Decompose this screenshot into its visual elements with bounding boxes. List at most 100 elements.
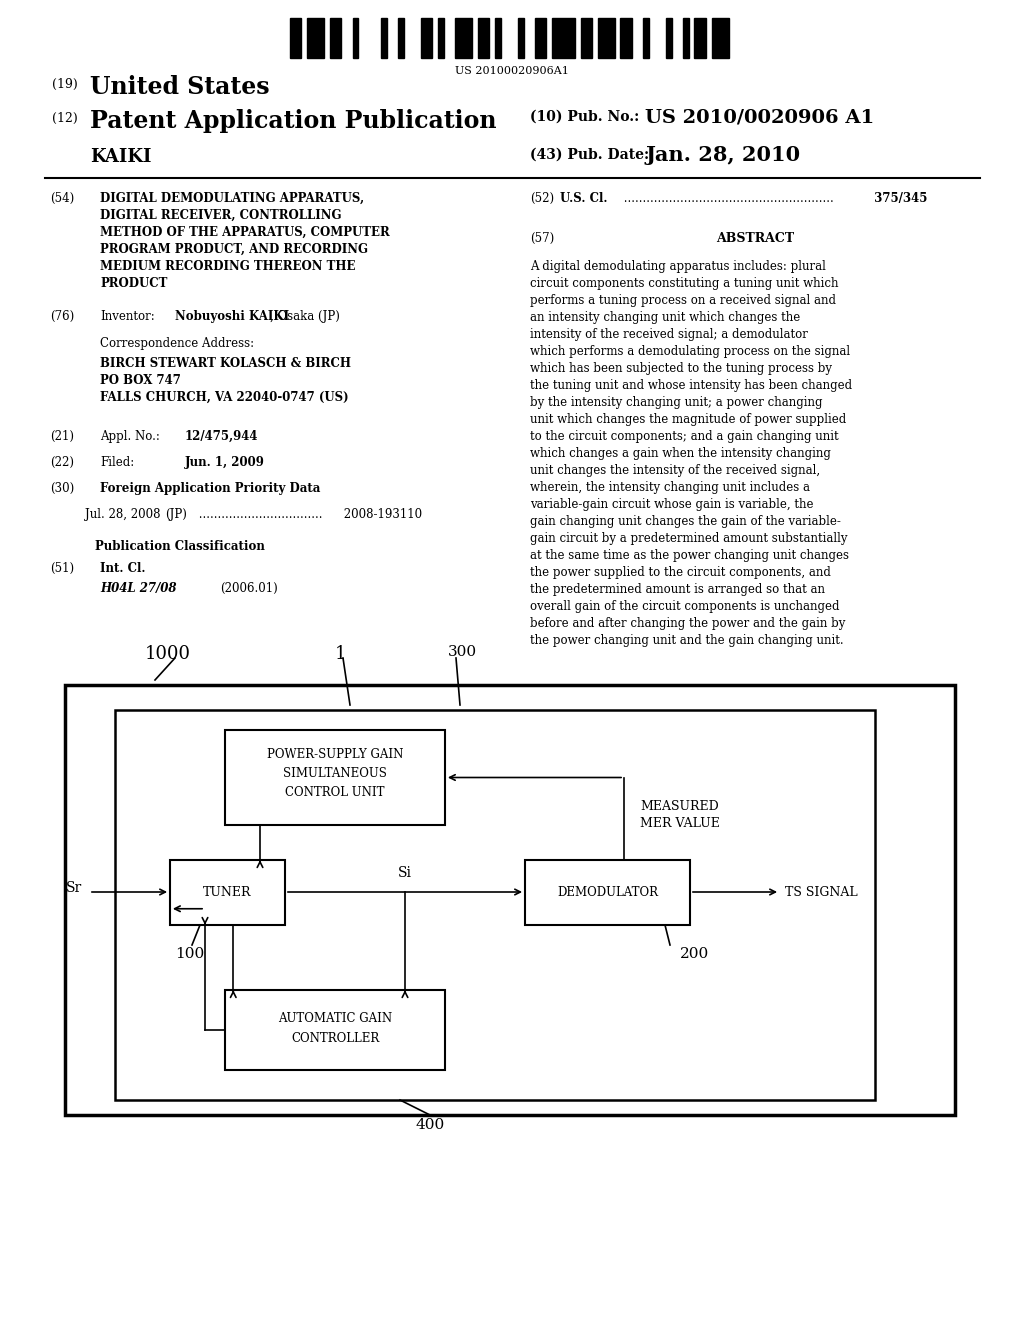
Bar <box>535 18 547 58</box>
Text: 12/475,944: 12/475,944 <box>185 430 258 444</box>
Text: Foreign Application Priority Data: Foreign Application Priority Data <box>100 482 321 495</box>
Bar <box>381 18 387 58</box>
Text: Correspondence Address:: Correspondence Address: <box>100 337 254 350</box>
Text: DIGITAL DEMODULATING APPARATUS,: DIGITAL DEMODULATING APPARATUS, <box>100 191 365 205</box>
Text: gain circuit by a predetermined amount substantially: gain circuit by a predetermined amount s… <box>530 532 848 545</box>
Text: (10) Pub. No.:: (10) Pub. No.: <box>530 110 639 124</box>
Text: KAIKI: KAIKI <box>90 148 152 166</box>
Text: the power changing unit and the gain changing unit.: the power changing unit and the gain cha… <box>530 634 844 647</box>
Text: 375/345: 375/345 <box>870 191 928 205</box>
Text: Sr: Sr <box>66 880 82 895</box>
Bar <box>307 18 325 58</box>
Bar <box>352 18 358 58</box>
Text: Int. Cl.: Int. Cl. <box>100 562 145 576</box>
Text: TS SIGNAL: TS SIGNAL <box>785 886 858 899</box>
Text: Patent Application Publication: Patent Application Publication <box>90 110 497 133</box>
Text: (57): (57) <box>530 232 554 246</box>
Bar <box>683 18 689 58</box>
Text: Jan. 28, 2010: Jan. 28, 2010 <box>645 145 800 165</box>
Bar <box>225 990 445 1071</box>
Bar <box>330 18 341 58</box>
Text: Appl. No.:: Appl. No.: <box>100 430 160 444</box>
Text: by the intensity changing unit; a power changing: by the intensity changing unit; a power … <box>530 396 822 409</box>
Text: AUTOMATIC GAIN: AUTOMATIC GAIN <box>278 1012 392 1026</box>
Bar <box>598 18 614 58</box>
Text: U.S. Cl.: U.S. Cl. <box>560 191 607 205</box>
Text: 200: 200 <box>680 946 710 961</box>
Text: (52): (52) <box>530 191 554 205</box>
Text: (54): (54) <box>50 191 75 205</box>
Text: (22): (22) <box>50 455 74 469</box>
Text: Publication Classification: Publication Classification <box>95 540 265 553</box>
Text: which changes a gain when the intensity changing: which changes a gain when the intensity … <box>530 447 830 459</box>
Text: 1000: 1000 <box>145 645 191 663</box>
Bar <box>225 730 445 825</box>
Bar <box>115 710 874 1100</box>
Text: PRODUCT: PRODUCT <box>100 277 167 290</box>
Bar <box>621 18 632 58</box>
Text: (19): (19) <box>52 78 78 91</box>
Text: DEMODULATOR: DEMODULATOR <box>557 886 658 899</box>
Text: (21): (21) <box>50 430 74 444</box>
Text: 2008-193110: 2008-193110 <box>340 508 422 521</box>
Text: ........................................................: ........................................… <box>620 191 834 205</box>
Bar <box>456 18 472 58</box>
Text: DIGITAL RECEIVER, CONTROLLING: DIGITAL RECEIVER, CONTROLLING <box>100 209 341 222</box>
Text: 1: 1 <box>335 645 346 663</box>
Text: US 20100020906A1: US 20100020906A1 <box>455 66 569 77</box>
Bar <box>525 861 690 925</box>
Text: 100: 100 <box>175 946 204 961</box>
Text: CONTROLLER: CONTROLLER <box>291 1032 379 1045</box>
Text: wherein, the intensity changing unit includes a: wherein, the intensity changing unit inc… <box>530 480 810 494</box>
Text: United States: United States <box>90 75 269 99</box>
Text: H04L 27/08: H04L 27/08 <box>100 582 176 595</box>
Bar <box>438 18 443 58</box>
Text: PROGRAM PRODUCT, AND RECORDING: PROGRAM PRODUCT, AND RECORDING <box>100 243 368 256</box>
Text: (12): (12) <box>52 112 78 125</box>
Text: SIMULTANEOUS: SIMULTANEOUS <box>283 767 387 780</box>
Text: Inventor:: Inventor: <box>100 310 155 323</box>
Text: to the circuit components; and a gain changing unit: to the circuit components; and a gain ch… <box>530 430 839 444</box>
Text: TUNER: TUNER <box>203 886 252 899</box>
Text: intensity of the received signal; a demodulator: intensity of the received signal; a demo… <box>530 327 808 341</box>
Bar <box>552 18 574 58</box>
Bar <box>581 18 592 58</box>
Text: Jun. 1, 2009: Jun. 1, 2009 <box>185 455 265 469</box>
Text: Nobuyoshi KAIKI: Nobuyoshi KAIKI <box>175 310 289 323</box>
Text: 400: 400 <box>416 1118 444 1133</box>
Text: Jul. 28, 2008: Jul. 28, 2008 <box>85 508 161 521</box>
Text: gain changing unit changes the gain of the variable-: gain changing unit changes the gain of t… <box>530 515 841 528</box>
Bar <box>170 861 285 925</box>
Text: (76): (76) <box>50 310 75 323</box>
Text: unit changes the intensity of the received signal,: unit changes the intensity of the receiv… <box>530 465 820 477</box>
Bar <box>421 18 432 58</box>
Text: A digital demodulating apparatus includes: plural: A digital demodulating apparatus include… <box>530 260 826 273</box>
Text: CONTROL UNIT: CONTROL UNIT <box>286 785 385 799</box>
Text: POWER-SUPPLY GAIN: POWER-SUPPLY GAIN <box>267 748 403 762</box>
Text: performs a tuning process on a received signal and: performs a tuning process on a received … <box>530 294 836 308</box>
Text: the predetermined amount is arranged so that an: the predetermined amount is arranged so … <box>530 583 825 597</box>
Text: 300: 300 <box>449 645 477 659</box>
Bar <box>694 18 706 58</box>
Text: which has been subjected to the tuning process by: which has been subjected to the tuning p… <box>530 362 831 375</box>
Bar <box>666 18 672 58</box>
Text: variable-gain circuit whose gain is variable, the: variable-gain circuit whose gain is vari… <box>530 498 813 511</box>
Bar <box>518 18 523 58</box>
Text: circuit components constituting a tuning unit which: circuit components constituting a tuning… <box>530 277 839 290</box>
Text: (2006.01): (2006.01) <box>220 582 278 595</box>
Text: Si: Si <box>398 866 412 880</box>
Text: unit which changes the magnitude of power supplied: unit which changes the magnitude of powe… <box>530 413 846 426</box>
Bar <box>478 18 489 58</box>
Text: an intensity changing unit which changes the: an intensity changing unit which changes… <box>530 312 800 323</box>
Text: US 2010/0020906 A1: US 2010/0020906 A1 <box>645 108 874 125</box>
Text: MER VALUE: MER VALUE <box>640 817 720 830</box>
Text: FALLS CHURCH, VA 22040-0747 (US): FALLS CHURCH, VA 22040-0747 (US) <box>100 391 348 404</box>
Text: before and after changing the power and the gain by: before and after changing the power and … <box>530 616 846 630</box>
Text: the tuning unit and whose intensity has been changed: the tuning unit and whose intensity has … <box>530 379 852 392</box>
Text: (30): (30) <box>50 482 75 495</box>
Text: which performs a demodulating process on the signal: which performs a demodulating process on… <box>530 345 850 358</box>
Text: METHOD OF THE APPARATUS, COMPUTER: METHOD OF THE APPARATUS, COMPUTER <box>100 226 390 239</box>
Bar <box>643 18 649 58</box>
Text: , Osaka (JP): , Osaka (JP) <box>270 310 340 323</box>
Bar <box>290 18 301 58</box>
